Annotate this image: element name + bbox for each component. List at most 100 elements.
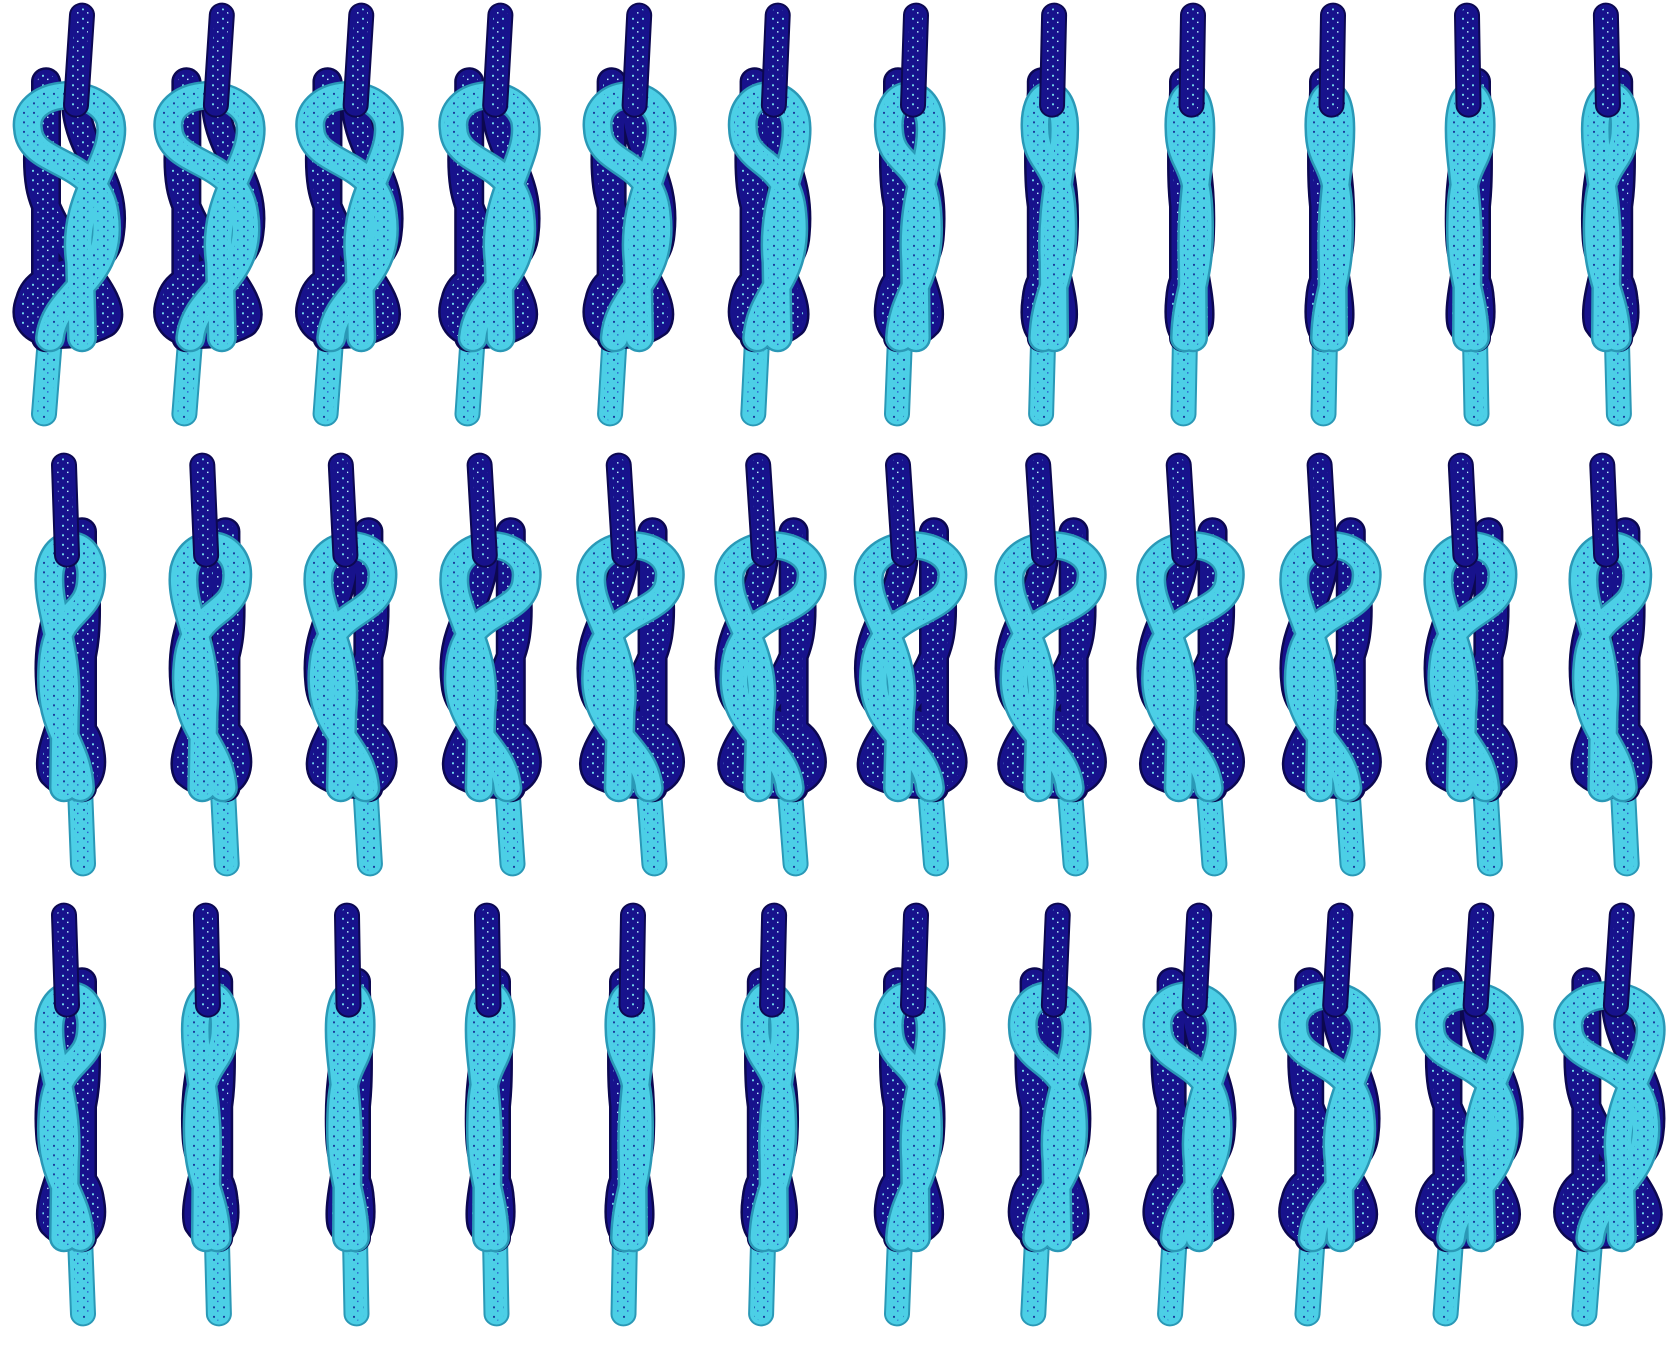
dark-rope-tail-fleck	[1046, 908, 1065, 1012]
knot-frame	[324, 902, 376, 1327]
knot-frame	[1304, 2, 1356, 427]
light-rope-loop-fleck	[1429, 537, 1511, 797]
knot-frame	[1279, 452, 1382, 877]
knot-frame	[438, 2, 541, 427]
knot-frame	[1020, 2, 1080, 427]
light-rope-loop-fleck	[19, 87, 120, 347]
knot-frame	[740, 902, 800, 1327]
knot-frame	[34, 452, 107, 877]
light-rope-loop-fleck	[1285, 537, 1375, 797]
dark-rope-tail-fleck	[1031, 458, 1052, 562]
light-rope-loop-fleck	[589, 87, 671, 347]
dark-rope-tail-fleck	[198, 908, 215, 1012]
light-rope-loop-fleck	[1285, 987, 1375, 1247]
dark-rope-tail-fleck	[1171, 458, 1192, 562]
dark-rope-tail-fleck	[891, 458, 911, 562]
light-rope-loop-fleck	[860, 537, 961, 797]
light-rope-loop-fleck	[1421, 987, 1518, 1247]
knot-frame	[168, 452, 253, 877]
light-rope-loop-fleck	[720, 537, 820, 797]
dark-rope-tail-fleck	[57, 458, 74, 562]
light-rope-loop-fleck	[734, 87, 806, 347]
dark-rope-tail-fleck	[340, 908, 356, 1012]
dark-rope-tail-fleck	[69, 8, 89, 112]
knot-frame	[873, 2, 946, 427]
dark-rope-tail-fleck	[208, 8, 229, 112]
dark-rope-tail-fleck	[1045, 8, 1062, 112]
dark-rope-tail-fleck	[1460, 8, 1476, 112]
light-rope-loop-fleck	[309, 537, 391, 797]
dark-rope-tail-fleck	[766, 8, 785, 112]
dark-rope-tail-fleck	[1184, 8, 1200, 112]
dark-rope-tail-fleck	[624, 908, 640, 1012]
dark-rope-tail-fleck	[1453, 458, 1473, 562]
light-rope-loop-fleck	[582, 537, 679, 797]
dark-rope-tail-fleck	[57, 908, 74, 1012]
light-rope-loop-fleck	[1170, 87, 1209, 347]
light-rope-loop-fleck	[40, 987, 100, 1247]
knot-frame	[1007, 902, 1092, 1327]
knot-frame	[180, 902, 240, 1327]
light-rope-loop-fleck	[1587, 87, 1633, 347]
knot-frame	[727, 2, 812, 427]
light-rope-loop-fleck	[1014, 987, 1086, 1247]
light-rope-loop-fleck	[445, 537, 535, 797]
knot-frame	[1568, 452, 1653, 877]
light-rope-loop-fleck	[1560, 987, 1660, 1247]
knot-frame	[1136, 452, 1245, 877]
knot-frame	[1278, 902, 1381, 1327]
dark-rope-tail-fleck	[1312, 458, 1332, 562]
dark-rope-tail-fleck	[1187, 908, 1207, 1012]
knot-frame	[1553, 902, 1666, 1327]
knot-frame	[853, 452, 968, 877]
dark-rope-tail-fleck	[1608, 908, 1629, 1012]
light-rope-loop-fleck	[1310, 87, 1349, 347]
knot-frame	[1444, 2, 1496, 427]
dark-rope-tail-fleck	[751, 458, 772, 562]
dark-rope-tail-fleck	[1328, 908, 1348, 1012]
knot-frame	[576, 452, 685, 877]
knot-frame	[464, 902, 516, 1327]
light-rope-loop-fleck	[471, 987, 510, 1247]
light-rope-loop-fleck	[610, 987, 649, 1247]
knot-frame	[12, 2, 127, 427]
knot-frame	[1164, 2, 1216, 427]
knot-frame	[873, 902, 946, 1327]
light-rope-loop-fleck	[331, 987, 370, 1247]
light-rope-loop-fleck	[880, 987, 940, 1247]
dark-rope-tail-fleck	[1595, 458, 1614, 562]
knot-frame	[714, 452, 827, 877]
light-rope-loop-fleck	[747, 987, 793, 1247]
dark-rope-tail-fleck	[1598, 8, 1615, 112]
light-rope-loop-fleck	[160, 87, 260, 347]
knot-frame	[303, 452, 398, 877]
knot-frame	[34, 902, 107, 1327]
knot-frame	[1142, 902, 1237, 1327]
light-rope-loop-fleck	[880, 87, 940, 347]
dark-rope-tail-fleck	[480, 908, 496, 1012]
knot-frame	[1423, 452, 1518, 877]
dark-rope-tail-fleck	[333, 458, 353, 562]
dark-rope-tail-fleck	[195, 458, 214, 562]
dark-rope-tail-fleck	[611, 458, 632, 562]
light-rope-loop-fleck	[174, 537, 246, 797]
light-rope-loop-fleck	[1000, 537, 1100, 797]
knot-frame	[994, 452, 1107, 877]
light-rope-loop-fleck	[187, 987, 233, 1247]
light-rope-loop-fleck	[40, 537, 100, 797]
knot-frame	[582, 2, 677, 427]
dark-rope-tail-fleck	[488, 8, 508, 112]
dark-rope-tail-fleck	[906, 8, 923, 112]
knot-frame	[1580, 2, 1640, 427]
light-rope-loop-fleck	[445, 87, 535, 347]
dark-rope-tail-fleck	[627, 8, 647, 112]
knot-frame	[153, 2, 266, 427]
dark-rope-tail-fleck	[348, 8, 369, 112]
dark-rope-tail-fleck	[906, 908, 923, 1012]
light-rope-loop-fleck	[1149, 987, 1231, 1247]
dark-rope-tail-fleck	[472, 458, 492, 562]
knot-frame	[439, 452, 542, 877]
dark-rope-tail-fleck	[1324, 8, 1340, 112]
